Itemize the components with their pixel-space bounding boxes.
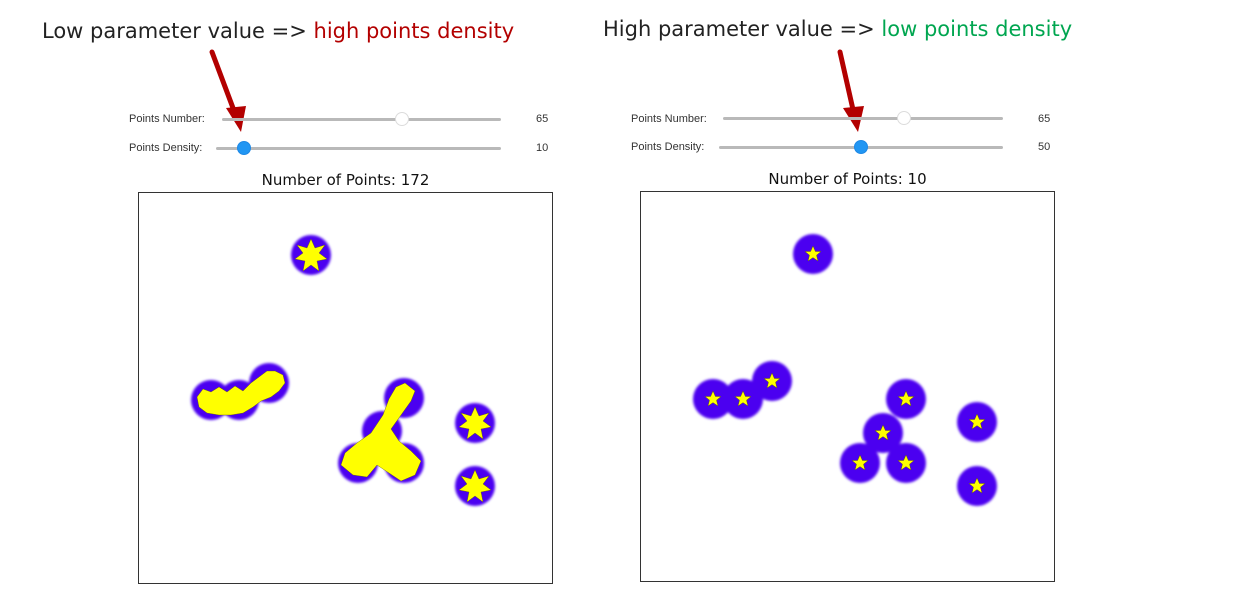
right-annotation-arrow: => [839,17,875,41]
left-annotation-prefix: Low parameter value [42,19,265,43]
right-annotation-prefix: High parameter value [603,17,833,41]
points-number-slider-track[interactable] [723,117,1003,120]
points-density-slider-thumb[interactable] [854,140,868,154]
left-pointer-arrow-icon [209,49,246,132]
right-annotation: High parameter value => low points densi… [603,17,1072,41]
points-density-slider-track[interactable] [216,147,501,150]
points-number-value: 65 [536,113,549,125]
right-pointer-arrow-icon [837,49,864,132]
points-density-value: 10 [536,142,549,154]
points-canvas [191,235,495,506]
points-number-label: Points Number: [129,113,205,125]
points-plot [640,191,1055,582]
points-density-value: 50 [1038,141,1051,153]
points-plot [138,192,553,584]
star-cluster [458,469,492,503]
points-density-label: Points Density: [631,141,705,153]
star-cluster [340,382,422,482]
left-annotation-emphasis: high points density [313,19,515,43]
right-annotation-emphasis: low points density [881,17,1073,41]
points-number-label: Points Number: [631,113,707,125]
left-annotation: Low parameter value => high points densi… [42,19,514,43]
points-number-slider-thumb[interactable] [897,111,911,125]
points-number-slider-thumb[interactable] [395,112,409,126]
points-canvas [693,234,997,506]
points-density-slider-thumb[interactable] [237,141,251,155]
points-number-value: 65 [1038,113,1051,125]
star-cluster [294,238,328,272]
points-number-slider-track[interactable] [222,118,501,121]
plot-title: Number of Points: 10 [768,170,927,188]
star-cluster [196,370,286,416]
left-annotation-arrow: => [271,19,307,43]
blob-layer [693,234,997,506]
points-density-label: Points Density: [129,142,203,154]
star-cluster [458,406,492,440]
dense-star-clusters [196,238,492,503]
plot-title: Number of Points: 172 [261,171,430,189]
